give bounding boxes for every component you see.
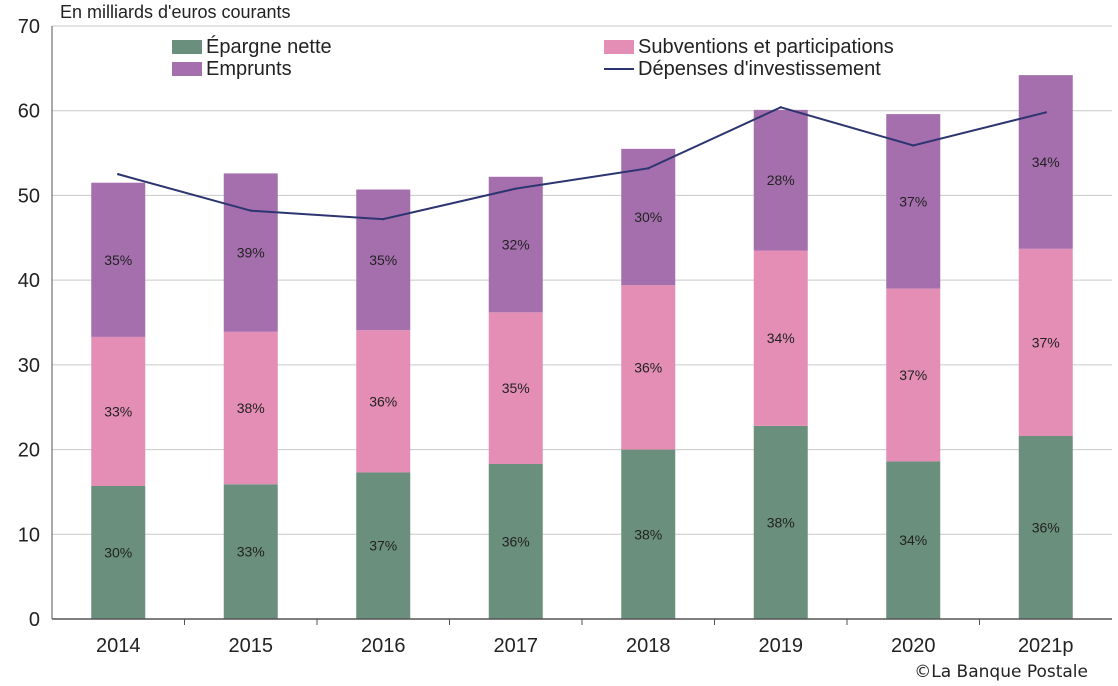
bar-2-2019 [753,109,808,251]
data-label-2-2017: 32% [502,237,530,253]
x-tick-label-2016: 2016 [361,635,406,657]
bar-0-2014 [91,485,146,619]
data-label-1-2021p: 37% [1032,334,1060,350]
legend-swatch-emprunts [172,62,202,76]
legend-label-epargne: Épargne nette [206,35,332,58]
bar-2-2020 [886,114,941,289]
data-label-1-2015: 38% [237,400,265,416]
legend-item-subventions: Subventions et participations [604,36,894,58]
bar-1-2020 [886,288,941,462]
data-label-0-2015: 33% [237,544,265,560]
legend-swatch-depenses [604,68,634,70]
line-point-2019 [779,106,782,109]
y-tick-label-20: 20 [18,440,40,462]
x-tick-label-2019: 2019 [759,635,804,657]
x-tick-label-2017: 2017 [494,635,539,657]
data-label-2-2020: 37% [899,193,927,209]
line-point-2017 [514,187,517,190]
bar-2-2016 [356,189,411,331]
bar-1-2021p [1018,248,1073,437]
y-tick-label-70: 70 [18,16,40,38]
y-tick-label-40: 40 [18,270,40,292]
legend-label-depenses: Dépenses d'investissement [638,57,881,80]
bar-0-2016 [356,472,411,619]
data-label-2-2019: 28% [767,172,795,188]
bar-0-2020 [886,461,941,619]
data-label-0-2014: 30% [104,544,132,560]
bar-2-2017 [488,176,543,313]
data-label-2-2016: 35% [369,252,397,268]
y-tick-label-30: 30 [18,355,40,377]
bar-0-2021p [1018,436,1073,619]
x-tick-label-2021p: 2021p [1018,635,1074,657]
data-label-1-2018: 36% [634,359,662,375]
data-label-0-2016: 37% [369,538,397,554]
credit: ©La Banque Postale [914,662,1088,682]
legend-item-epargne: Épargne nette [172,36,332,58]
x-tick-label-2018: 2018 [626,635,671,657]
data-label-1-2014: 33% [104,403,132,419]
legend-item-emprunts: Emprunts [172,58,292,80]
line-point-2018 [647,167,650,170]
bar-0-2015 [223,484,278,619]
data-label-0-2021p: 36% [1032,520,1060,536]
x-tick-label-2014: 2014 [96,635,141,657]
bar-1-2018 [621,285,676,450]
line-point-2014 [117,173,120,176]
bar-0-2017 [488,463,543,619]
data-label-2-2021p: 34% [1032,154,1060,170]
legend-swatch-epargne [172,40,202,54]
data-label-2-2014: 35% [104,252,132,268]
data-label-0-2018: 38% [634,526,662,542]
y-tick-label-60: 60 [18,101,40,123]
bar-0-2019 [753,425,808,619]
line-point-2020 [912,144,915,147]
bar-2-2021p [1018,75,1073,249]
legend-item-depenses: Dépenses d'investissement [604,58,881,80]
unit-label: En milliards d'euros courants [60,2,291,22]
data-label-0-2019: 38% [767,514,795,530]
bar-2-2015 [223,173,278,332]
y-tick-label-50: 50 [18,185,40,207]
data-label-0-2020: 34% [899,532,927,548]
data-label-2-2015: 39% [237,245,265,261]
data-label-1-2016: 36% [369,393,397,409]
data-label-1-2020: 37% [899,367,927,383]
legend-label-emprunts: Emprunts [206,57,292,80]
y-tick-label-0: 0 [29,609,40,631]
bar-1-2015 [223,331,278,485]
bar-1-2017 [488,312,543,464]
legend-label-subventions: Subventions et participations [638,35,894,58]
data-label-1-2019: 34% [767,330,795,346]
x-tick-label-2015: 2015 [229,635,274,657]
bar-1-2014 [91,336,146,486]
line-point-2021p [1044,111,1047,114]
data-label-2-2018: 30% [634,209,662,225]
line-point-2016 [382,217,385,221]
bar-2-2014 [91,182,146,337]
x-tick-label-2020: 2020 [891,635,936,657]
bar-0-2018 [621,449,676,619]
data-label-0-2017: 36% [502,533,530,549]
line-depenses-investissement [117,106,1046,221]
y-tick-label-10: 10 [18,524,40,546]
bar-1-2016 [356,330,411,473]
legend-swatch-subventions [604,40,634,54]
line-point-2015 [249,209,252,212]
data-label-1-2017: 35% [502,380,530,396]
bar-1-2019 [753,250,808,426]
